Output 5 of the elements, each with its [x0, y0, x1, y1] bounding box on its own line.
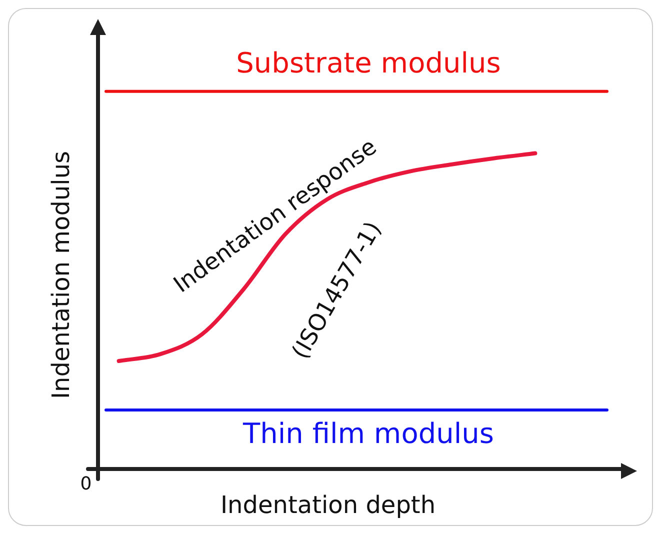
x-axis-title: Indentation depth: [220, 491, 436, 520]
text: 0: [80, 474, 92, 495]
y-axis-title: Indentation modulus: [47, 150, 76, 400]
ref-line-label: Thin film modulus: [242, 417, 494, 450]
ref-line-label: Substrate modulus: [236, 46, 501, 80]
